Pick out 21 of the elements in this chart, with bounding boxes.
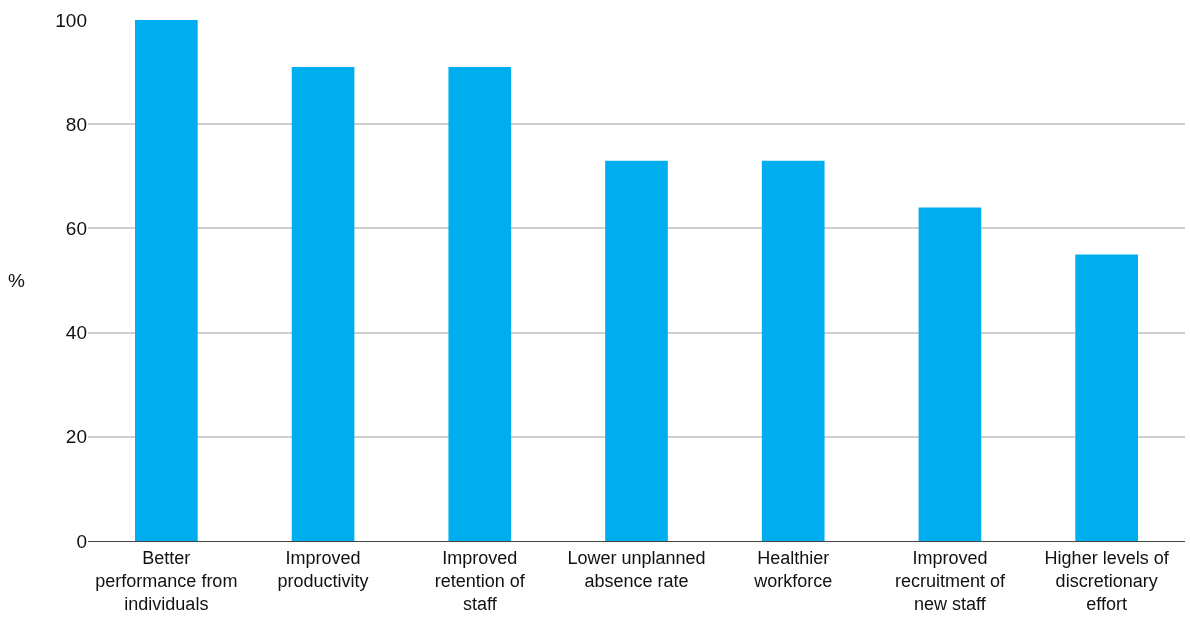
bar <box>135 20 198 541</box>
y-tick-label: 0 <box>76 530 87 552</box>
bar <box>1075 254 1138 541</box>
bar <box>448 66 512 541</box>
x-tick-label: Higher levels of discretionary effort <box>1044 547 1170 615</box>
bar <box>918 207 982 541</box>
bar <box>291 66 355 541</box>
y-tick-label: 20 <box>65 426 87 448</box>
x-tick-label: Improved productivity <box>277 547 369 591</box>
x-tick-label: Lower unplanned absence rate <box>567 547 706 591</box>
y-tick-label: 100 <box>55 9 87 31</box>
y-tick-label: 60 <box>65 218 87 240</box>
bar <box>605 160 668 541</box>
x-tick-label: Improved recruitment of new staff <box>894 547 1006 615</box>
x-tick-label: Healthier workforce <box>753 547 833 591</box>
x-tick-label: Better performance from individuals <box>95 547 238 615</box>
x-tick-label: Improved retention of staff <box>434 547 526 615</box>
y-tick-label: 40 <box>65 322 87 344</box>
y-axis-title: % <box>8 270 25 291</box>
y-tick-label: 80 <box>65 113 87 135</box>
bar <box>761 160 825 541</box>
